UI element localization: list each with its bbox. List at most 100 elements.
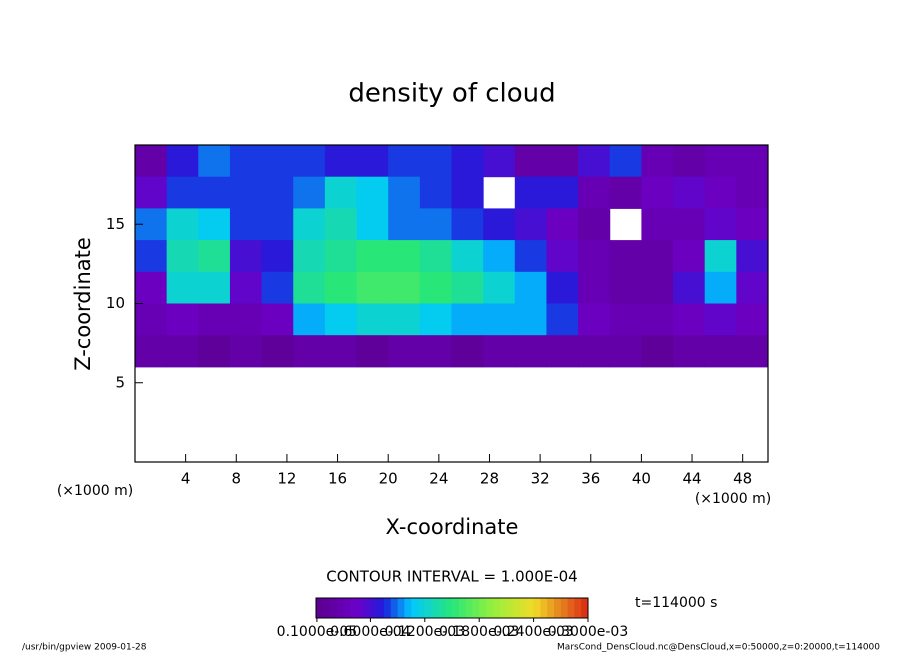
- y-tick-label: 10: [106, 294, 125, 312]
- cell: [229, 145, 263, 178]
- colorbar-swatch: [560, 598, 569, 618]
- cell: [704, 145, 737, 178]
- colorbar-swatch: [397, 598, 405, 618]
- cell: [135, 303, 168, 336]
- colorbar-swatch: [486, 598, 494, 618]
- cell: [451, 240, 484, 273]
- cell: [261, 176, 294, 209]
- colorbar-tick-label: 0.1000e-05: [277, 624, 357, 640]
- footer-right: MarsCond_DensCloud.nc@DensCloud,x=0:5000…: [557, 643, 880, 653]
- cell: [483, 303, 516, 336]
- cell: [704, 303, 737, 336]
- colorbar-swatch: [424, 598, 433, 618]
- cell: [546, 145, 579, 178]
- colorbar-swatch: [377, 598, 385, 618]
- colorbar-swatch: [438, 598, 446, 618]
- x-unit: (×1000 m): [695, 491, 771, 507]
- cell: [419, 271, 452, 304]
- cell: [483, 271, 516, 304]
- cell: [293, 145, 326, 178]
- colorbar-swatch: [390, 598, 399, 618]
- cell: [261, 208, 294, 241]
- cell: [229, 240, 263, 273]
- cell: [166, 145, 199, 178]
- cell: [451, 335, 484, 368]
- cell: [578, 208, 611, 241]
- cell: [356, 176, 389, 209]
- cell: [578, 303, 611, 336]
- cell: [673, 335, 706, 368]
- cell: [514, 240, 547, 273]
- cell: [546, 335, 579, 368]
- colorbar-swatch: [547, 598, 555, 618]
- colorbar-swatch: [513, 598, 521, 618]
- colorbar-swatch: [336, 598, 344, 618]
- cell: [609, 303, 642, 336]
- x-tick-label: 40: [632, 470, 651, 488]
- cell: [135, 335, 168, 368]
- y-tick-label: 15: [106, 215, 125, 233]
- cell: [419, 303, 452, 336]
- colorbar-swatch: [411, 598, 419, 618]
- cell: [641, 145, 674, 178]
- cell: [673, 303, 706, 336]
- x-tick-label: 44: [682, 470, 701, 488]
- cell: [546, 176, 579, 209]
- cell: [483, 208, 516, 241]
- x-tick-label: 32: [531, 470, 550, 488]
- colorbar-swatch: [540, 598, 548, 618]
- colorbar-tick-label: 0.1200e-03: [385, 624, 465, 640]
- cell: [546, 303, 579, 336]
- cell: [293, 271, 326, 304]
- cell: [388, 335, 421, 368]
- cell: [483, 335, 516, 368]
- cell: [609, 176, 642, 209]
- cell: [135, 176, 168, 209]
- cell: [166, 303, 199, 336]
- cell: [514, 303, 547, 336]
- cell: [419, 208, 452, 241]
- cell: [293, 303, 326, 336]
- cell: [609, 271, 642, 304]
- cell: [451, 208, 484, 241]
- cell: [356, 208, 389, 241]
- cell: [324, 145, 358, 178]
- y-unit: (×1000 m): [57, 483, 133, 499]
- cell: [293, 240, 326, 273]
- x-tick-label: 20: [379, 470, 398, 488]
- cell: [736, 145, 769, 178]
- colorbar-tick-label: 0.3000e-03: [548, 624, 628, 640]
- cell: [451, 145, 484, 178]
- cell: [388, 271, 421, 304]
- x-tick-label: 12: [277, 470, 296, 488]
- colorbar-swatch: [384, 598, 392, 618]
- cell: [578, 240, 611, 273]
- cell: [198, 145, 231, 178]
- cell: [419, 176, 452, 209]
- cell: [673, 271, 706, 304]
- cell: [166, 271, 199, 304]
- colorbar-swatch: [445, 598, 453, 618]
- colorbar-tick-label: 0.2400e-03: [493, 624, 573, 640]
- cell: [704, 240, 737, 273]
- cell: [736, 176, 769, 209]
- colorbar-swatch: [356, 598, 365, 618]
- colorbar-swatch: [343, 598, 351, 618]
- cell: [293, 335, 326, 368]
- cell: [641, 335, 674, 368]
- x-tick-label: 8: [232, 470, 242, 488]
- cell: [673, 176, 706, 209]
- cell: [324, 240, 358, 273]
- cell: [673, 240, 706, 273]
- cell: [229, 208, 263, 241]
- footer-left: /usr/bin/gpview 2009-01-28: [22, 643, 147, 653]
- cell: [166, 335, 199, 368]
- cell: [198, 271, 231, 304]
- cell: [514, 271, 547, 304]
- colorbar-tick-label: 0.1800e-03: [439, 624, 519, 640]
- colorbar-tick-label: 0.6000e-04: [330, 624, 411, 640]
- cell: [704, 335, 737, 368]
- cell: [229, 176, 263, 209]
- cell: [578, 335, 611, 368]
- cell: [166, 176, 199, 209]
